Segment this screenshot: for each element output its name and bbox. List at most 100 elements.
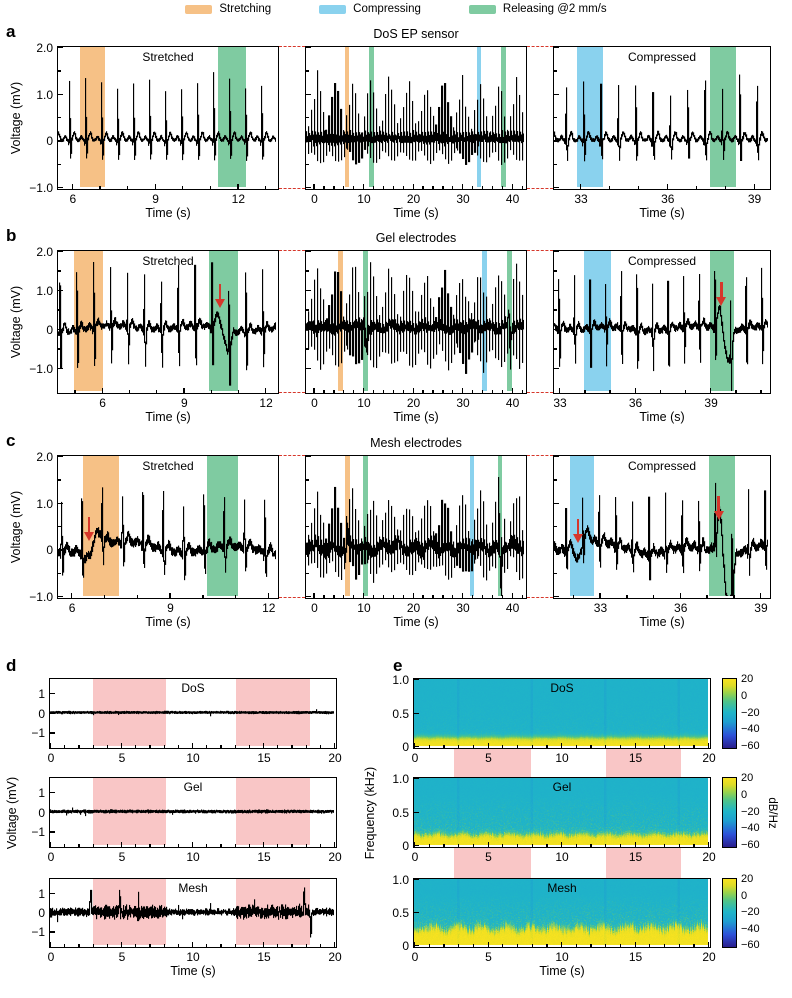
x-tick-mark-minor (584, 390, 586, 393)
y-tick-mark (58, 502, 63, 504)
x-tick-mark (412, 593, 414, 598)
plot-b-2: Compressed (553, 250, 771, 394)
x-tick-mark-minor (693, 944, 695, 947)
y-tick-mark-minor (58, 526, 61, 528)
y-tick-mark-minor (58, 117, 61, 119)
x-axis-label: Time (s) (639, 410, 685, 424)
x-tick-mark-minor (619, 844, 622, 847)
y-tick-mark (58, 47, 63, 49)
x-tick-mark-minor (372, 390, 375, 393)
y-tick-mark (554, 47, 559, 49)
callout-dash (527, 250, 553, 251)
x-tick-mark-minor (724, 186, 726, 189)
x-tick-mark-minor (663, 745, 666, 748)
panel-letter-d: d (6, 656, 17, 675)
x-tick-mark (265, 388, 267, 393)
x-tick-mark-minor (609, 390, 611, 393)
x-tick-mark-minor (531, 844, 533, 847)
x-tick-label: 5 (485, 950, 492, 964)
y-tick-mark (414, 912, 419, 914)
x-tick-mark (362, 388, 365, 393)
y-tick-mark-minor (306, 163, 309, 165)
callout-dash (527, 392, 553, 393)
y-tick-label: 0 (38, 706, 45, 721)
x-tick-mark-minor (333, 390, 335, 393)
x-tick-mark (50, 743, 52, 748)
x-tick-label: 36 (628, 396, 643, 410)
plot-a-2: Compressed (553, 46, 771, 190)
x-tick-mark-minor (182, 186, 184, 189)
x-tick-label: 15 (257, 751, 271, 765)
x-tick-label: 10 (186, 850, 200, 864)
y-tick-mark (58, 596, 63, 598)
panel-title-b: Gel electrodes (375, 231, 457, 245)
x-tick-mark-minor (209, 186, 212, 189)
y-tick-label: −1.0 (29, 361, 53, 376)
y-tick-label: 0 (46, 322, 53, 337)
colorbar-tick-label: −40 (741, 922, 760, 935)
callout-dash (279, 250, 305, 251)
y-tick-mark-minor (554, 309, 557, 311)
y-tick-mark (58, 93, 63, 95)
arrow-head (84, 532, 95, 542)
x-tick-mark-minor (343, 595, 345, 598)
x-tick-mark-minor (135, 745, 137, 748)
legend-swatch-stretching (185, 4, 213, 14)
x-tick-mark-minor (471, 595, 474, 598)
x-tick-mark-minor (248, 844, 251, 847)
x-tick-mark (121, 942, 123, 947)
x-tick-mark-minor (392, 390, 394, 393)
x-tick-mark-minor (422, 390, 424, 393)
x-tick-mark-minor (443, 944, 445, 947)
callout-dash (527, 455, 553, 456)
y-tick-mark-minor (58, 348, 61, 350)
y-tick-mark-minor (554, 572, 557, 574)
callout-dash (279, 597, 305, 598)
y-tick-label: 1 (38, 886, 45, 901)
x-tick-mark-minor (428, 844, 430, 847)
x-tick-mark-minor (481, 186, 484, 189)
x-tick-mark-minor (432, 186, 434, 189)
x-tick-mark (708, 842, 710, 847)
callout-dash (527, 188, 553, 189)
y-tick-label: 0 (46, 134, 53, 149)
colorbar-tick-label: −60 (741, 939, 760, 951)
row-title: DoS (181, 681, 205, 695)
x-tick-mark-minor (472, 944, 475, 947)
arrow-head (713, 511, 724, 521)
x-tick-mark (708, 743, 710, 748)
x-tick-mark-minor (323, 595, 325, 598)
x-tick-mark-minor (458, 944, 460, 947)
y-tick-mark (306, 502, 311, 504)
y-tick-mark (414, 746, 419, 748)
y-axis-label-e: Frequency (kHz) (363, 766, 377, 860)
y-tick-label: 0 (46, 543, 53, 558)
x-tick-label: 20 (702, 950, 716, 964)
hold-gap-band (454, 749, 532, 777)
x-tick-mark-minor (605, 944, 607, 947)
y-tick-mark (50, 931, 55, 933)
y-tick-mark (554, 187, 559, 189)
x-tick-mark-minor (177, 844, 180, 847)
callout-dash (279, 455, 305, 456)
y-tick-label: 1 (38, 686, 45, 701)
y-tick-mark (306, 187, 311, 189)
x-tick-mark (121, 842, 123, 847)
x-tick-mark-minor (458, 844, 460, 847)
x-tick-mark-minor (248, 745, 251, 748)
panel-c-trace-canvas-0 (58, 456, 276, 596)
y-tick-mark (58, 289, 63, 292)
arrow-head (573, 533, 584, 543)
x-tick-mark-minor (443, 844, 445, 847)
y-tick-mark (414, 945, 419, 947)
x-tick-mark-minor (126, 186, 129, 189)
x-tick-mark-minor (277, 844, 279, 847)
y-tick-mark (58, 251, 63, 253)
plot-d-gel: Gel (49, 777, 337, 848)
callout-dash (279, 188, 305, 189)
y-tick-mark (554, 328, 559, 331)
x-tick-mark (334, 743, 336, 748)
x-tick-mark-minor (706, 595, 708, 598)
y-tick-label: 0 (38, 906, 45, 920)
x-tick-mark-minor (149, 944, 151, 947)
